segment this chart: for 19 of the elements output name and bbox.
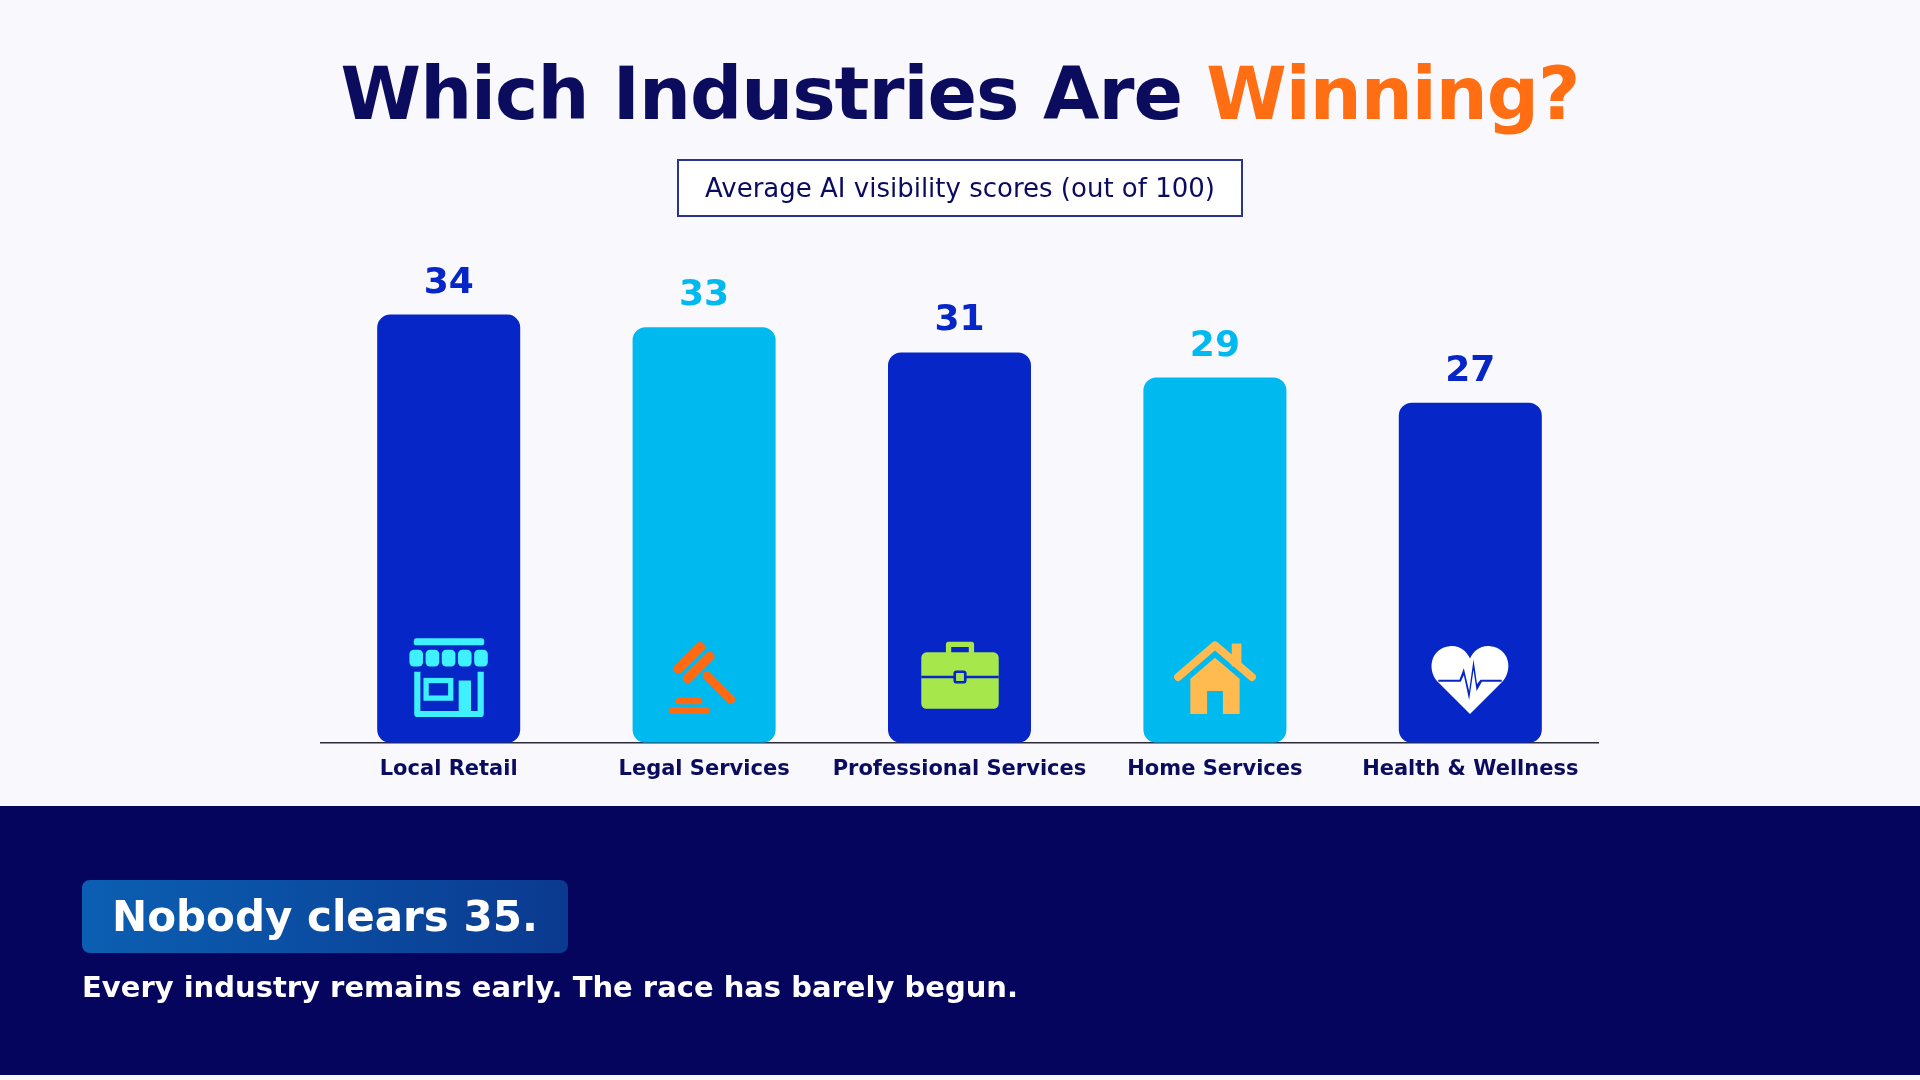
x-tick-label: Health & Wellness <box>1362 755 1579 780</box>
x-tick-label: Home Services <box>1127 755 1303 780</box>
x-tick-label: Legal Services <box>618 755 790 780</box>
chart-subtitle: Average AI visibility scores (out of 100) <box>677 159 1243 217</box>
chart-title: Which Industries Are Winning? <box>339 50 1581 138</box>
text: Nobody clears 35. <box>82 880 568 953</box>
data-label: 33 <box>679 272 730 314</box>
data-label: 31 <box>934 297 985 339</box>
x-tick-label: Professional Services <box>832 755 1087 780</box>
bar <box>1143 377 1287 743</box>
data-label: 29 <box>1189 322 1240 364</box>
text: Every industry remains early. The race has barely begun. <box>82 969 1018 1006</box>
data-label: 34 <box>423 259 474 301</box>
bar <box>632 327 776 743</box>
bar <box>887 352 1032 743</box>
bar <box>377 314 521 743</box>
bar <box>1398 402 1542 743</box>
data-label: 27 <box>1445 347 1496 389</box>
x-tick-label: Local Retail <box>379 755 518 780</box>
